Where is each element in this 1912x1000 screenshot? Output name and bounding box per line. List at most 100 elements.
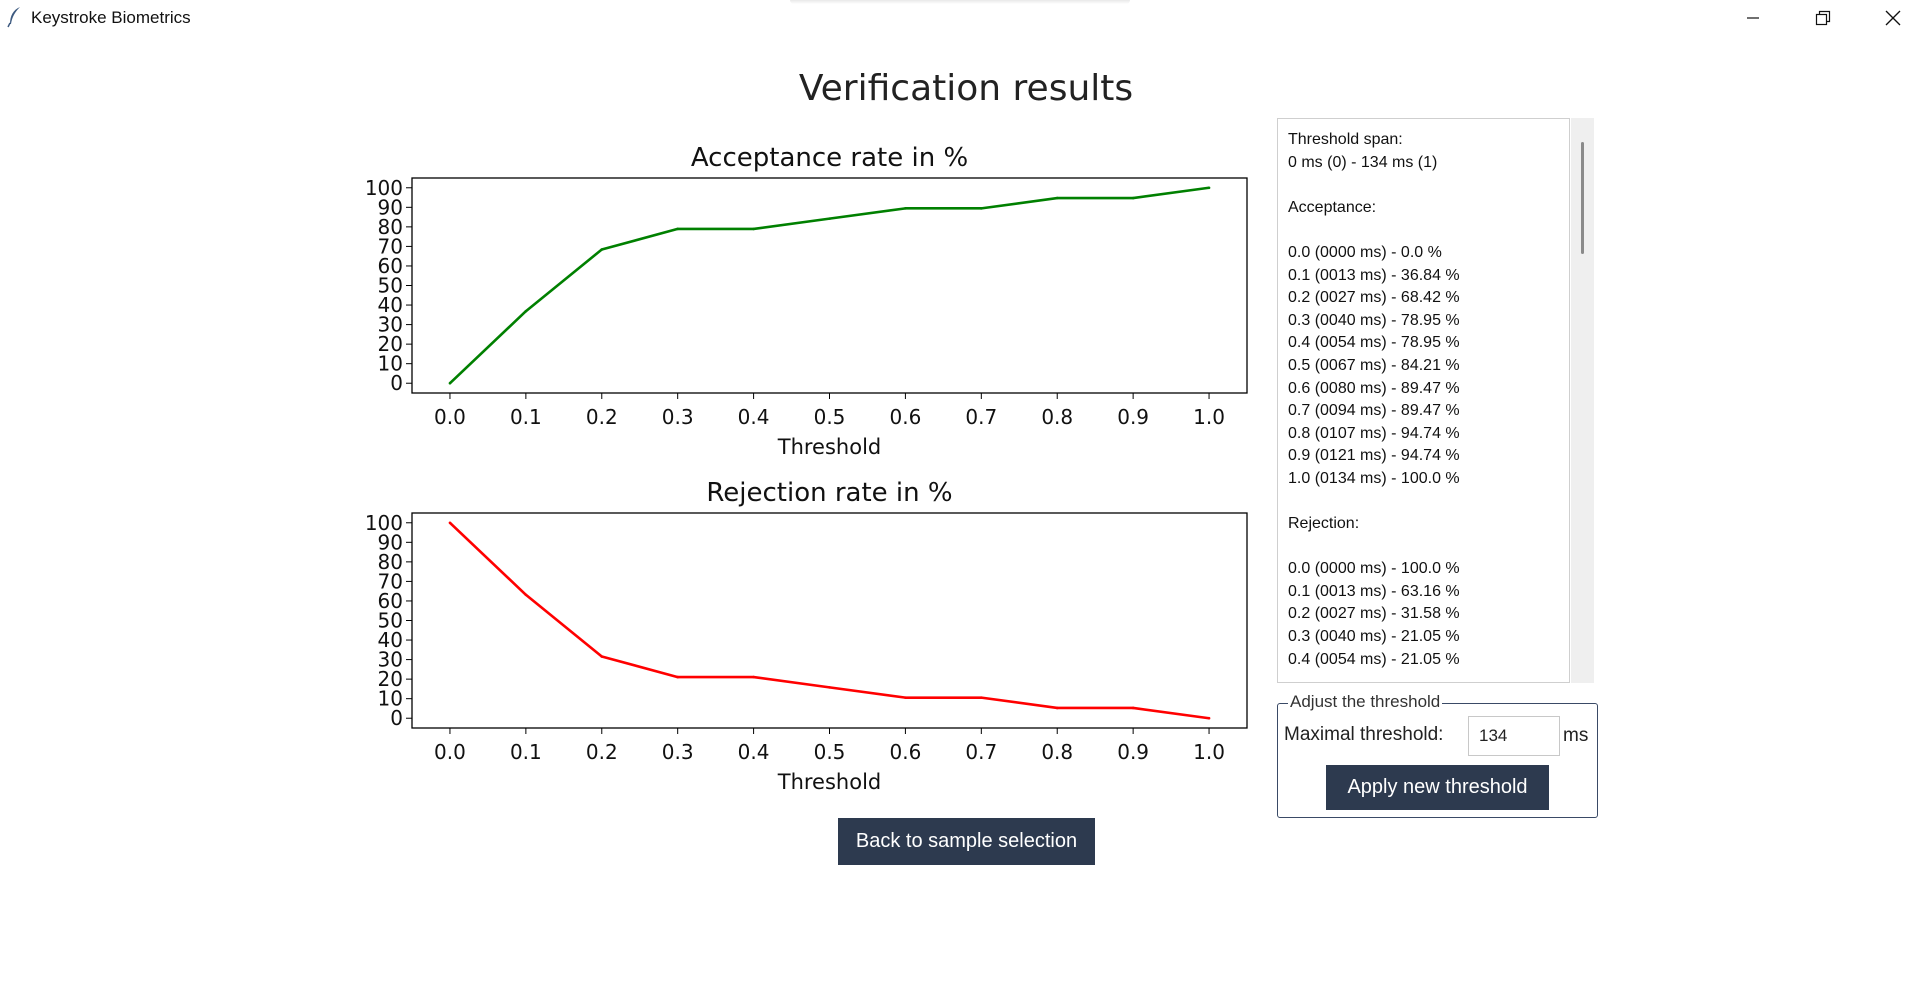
rejection-x-tick-label: 0.2 (586, 740, 618, 764)
acceptance-data-point (600, 248, 604, 251)
rejection-x-tick-label: 0.0 (434, 740, 466, 764)
rejection-y-tick-label: 20 (378, 667, 403, 691)
acceptance-y-tick-label: 70 (378, 234, 403, 258)
acceptance-x-tick-label: 0.6 (890, 405, 922, 429)
results-scrollbar[interactable] (1571, 118, 1594, 683)
acceptance-data-point (1055, 196, 1059, 200)
acceptance-data-point (524, 309, 528, 313)
rejection-data-point (980, 696, 983, 699)
acceptance-y-tick-label: 40 (378, 293, 403, 317)
acceptance-data-point (676, 227, 679, 231)
acceptance-y-tick-label: 30 (378, 313, 403, 337)
titlebar-shadow (790, 0, 1130, 4)
close-button[interactable] (1858, 0, 1912, 36)
max-threshold-label: Maximal threshold: (1284, 724, 1444, 745)
rejection-y-tick-label: 30 (378, 648, 403, 672)
scrollbar-thumb[interactable] (1581, 142, 1584, 254)
acceptance-x-tick-label: 0.0 (434, 405, 466, 429)
acceptance-data-point (752, 227, 755, 231)
rejection-x-tick-label: 0.4 (738, 740, 770, 764)
acceptance-x-tick-label: 0.7 (965, 405, 997, 429)
rejection-x-axis-label: Threshold (777, 770, 882, 794)
page-title: Verification results (798, 68, 1134, 109)
results-text: Threshold span: 0 ms (0) - 134 ms (1) Ac… (1288, 131, 1460, 668)
rejection-x-tick-label: 0.9 (1117, 740, 1149, 764)
acceptance-x-tick-label: 0.1 (510, 405, 542, 429)
acceptance-y-tick-label: 50 (378, 274, 403, 298)
rejection-data-point (828, 686, 831, 689)
rejection-chart-svg: Rejection rate in % 010203040506070809010… (365, 478, 1248, 794)
apply-threshold-button[interactable]: Apply new threshold (1326, 765, 1549, 810)
max-threshold-input[interactable] (1468, 716, 1560, 756)
rejection-y-tick-label: 70 (378, 569, 403, 593)
acceptance-y-tick-label: 90 (378, 195, 403, 219)
acceptance-y-tick-label: 80 (378, 215, 403, 239)
rejection-y-tick-label: 0 (390, 706, 403, 730)
rejection-data-point (524, 593, 528, 597)
acceptance-data-point (828, 217, 831, 220)
rejection-x-tick-label: 0.6 (890, 740, 922, 764)
restore-icon (1815, 10, 1831, 26)
minimize-button[interactable] (1718, 0, 1788, 36)
acceptance-plot-frame (411, 177, 1248, 394)
acceptance-data-point (904, 207, 907, 210)
rejection-data-point (676, 675, 679, 679)
acceptance-y-tick-label: 60 (378, 254, 403, 278)
acceptance-series-line (449, 186, 1210, 385)
feather-icon (7, 7, 20, 28)
window-title: Keystroke Biometrics (31, 8, 191, 27)
rejection-data-point (1207, 716, 1211, 720)
rejection-y-tick-label: 10 (378, 687, 403, 711)
rejection-y-tick-label: 80 (378, 550, 403, 574)
rejection-chart-title: Rejection rate in % (706, 478, 952, 508)
window-titlebar: Keystroke Biometrics (0, 0, 1912, 36)
acceptance-data-point (448, 381, 452, 385)
rejection-y-tick-label: 90 (378, 530, 403, 554)
acceptance-x-tick-label: 0.2 (586, 405, 618, 429)
group-legend: Adjust the threshold (1288, 692, 1443, 712)
rejection-y-tick-label: 40 (378, 628, 403, 652)
rejection-x-tick-label: 0.5 (814, 740, 846, 764)
rejection-chart: Rejection rate in % 0 10 20 30 40 50 60 70 80 90 10… (340, 473, 1270, 803)
close-icon (1885, 10, 1901, 26)
acceptance-y-tick-label: 10 (378, 352, 403, 376)
acceptance-x-tick-label: 0.3 (662, 405, 694, 429)
acceptance-chart: Acceptance rate in % 0 10 20 30 40 50 60 70 80 90 1… (340, 138, 1270, 468)
rejection-x-tick-label: 0.1 (510, 740, 542, 764)
acceptance-chart-title: Acceptance rate in % (691, 143, 968, 173)
rejection-x-tick-label: 0.3 (662, 740, 694, 764)
acceptance-data-point (1207, 186, 1211, 190)
rejection-y-tick-label: 50 (378, 609, 403, 633)
rejection-y-tick-label: 100 (365, 511, 403, 535)
rejection-data-point (752, 675, 755, 679)
acceptance-x-tick-label: 0.9 (1117, 405, 1149, 429)
rejection-x-tick-label: 1.0 (1193, 740, 1225, 764)
acceptance-x-tick-label: 1.0 (1193, 405, 1225, 429)
acceptance-data-point (980, 207, 983, 210)
minimize-icon (1747, 17, 1759, 19)
rejection-data-point (600, 655, 604, 658)
acceptance-y-tick-label: 0 (390, 371, 403, 395)
unit-label: ms (1563, 725, 1589, 746)
acceptance-y-tick-label: 20 (378, 332, 403, 356)
rejection-x-tick-label: 0.7 (965, 740, 997, 764)
rejection-plot-frame (411, 512, 1248, 729)
acceptance-x-axis-label: Threshold (777, 435, 882, 459)
results-text-panel[interactable]: Threshold span: 0 ms (0) - 134 ms (1) Ac… (1277, 118, 1570, 683)
rejection-x-tick-label: 0.8 (1041, 740, 1073, 764)
acceptance-y-tick-label: 100 (365, 176, 403, 200)
acceptance-chart-svg: Acceptance rate in %01020304050607080901… (365, 143, 1248, 459)
acceptance-x-tick-label: 0.4 (738, 405, 770, 429)
rejection-y-tick-label: 60 (378, 589, 403, 613)
rejection-series-line (449, 521, 1210, 720)
restore-button[interactable] (1788, 0, 1858, 36)
rejection-data-point (904, 696, 907, 699)
acceptance-data-point (1131, 196, 1135, 200)
back-to-sample-selection-button[interactable]: Back to sample selection (838, 818, 1095, 865)
adjust-threshold-group: Adjust the threshold Maximal threshold: … (1277, 692, 1598, 818)
rejection-data-point (1055, 706, 1059, 710)
acceptance-x-tick-label: 0.5 (814, 405, 846, 429)
rejection-data-point (1131, 706, 1135, 710)
acceptance-x-tick-label: 0.8 (1041, 405, 1073, 429)
rejection-data-point (448, 521, 452, 525)
